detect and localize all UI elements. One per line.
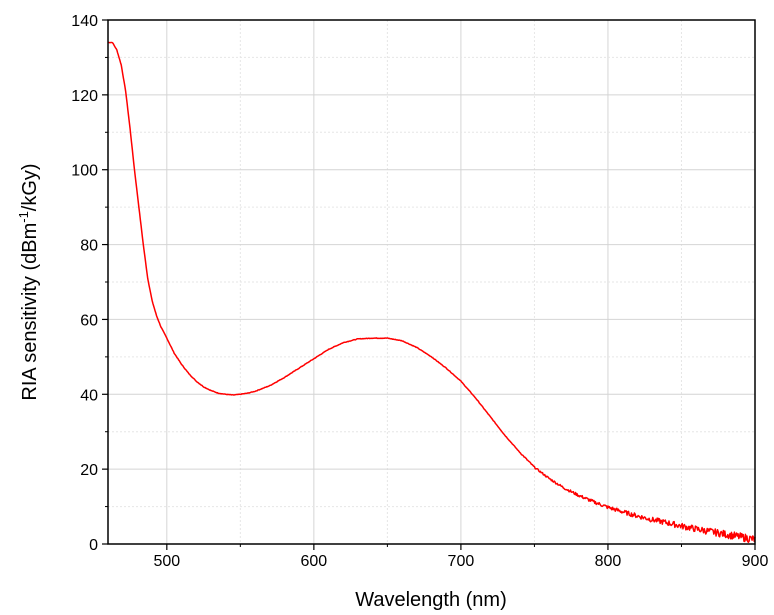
ria-sensitivity-line xyxy=(107,41,756,543)
y-tick-label: 100 xyxy=(71,163,98,180)
y-axis-title: RIA sensitivity (dBm-1/kGy) xyxy=(16,163,41,400)
x-tick-label: 600 xyxy=(301,553,328,570)
y-tick-label: 20 xyxy=(80,462,98,479)
y-tick-label: 0 xyxy=(89,537,98,554)
plot-area xyxy=(108,20,755,544)
y-tick-label: 120 xyxy=(71,88,98,105)
y-tick-label: 140 xyxy=(71,13,98,30)
y-tick-label: 40 xyxy=(80,387,98,404)
tick-labels: 500 600 700 800 900 0 20 40 60 80 100 120 140 xyxy=(71,13,768,570)
x-tick-label: 800 xyxy=(595,553,622,570)
plot-frame xyxy=(107,19,756,545)
x-tick-label: 500 xyxy=(153,553,180,570)
y-tick-label: 60 xyxy=(80,312,98,329)
x-tick-label: 700 xyxy=(448,553,475,570)
y-tick-label: 80 xyxy=(80,238,98,255)
y-axis-title-tail: /kGy) xyxy=(19,163,41,211)
x-tick-label: 900 xyxy=(742,553,769,570)
axis-ticks xyxy=(102,19,756,550)
y-axis-title-superscript: -1 xyxy=(16,211,31,223)
x-axis-title: Wavelength (nm) xyxy=(355,589,507,611)
y-axis-title-main: RIA sensitivity (dBm xyxy=(19,223,41,401)
